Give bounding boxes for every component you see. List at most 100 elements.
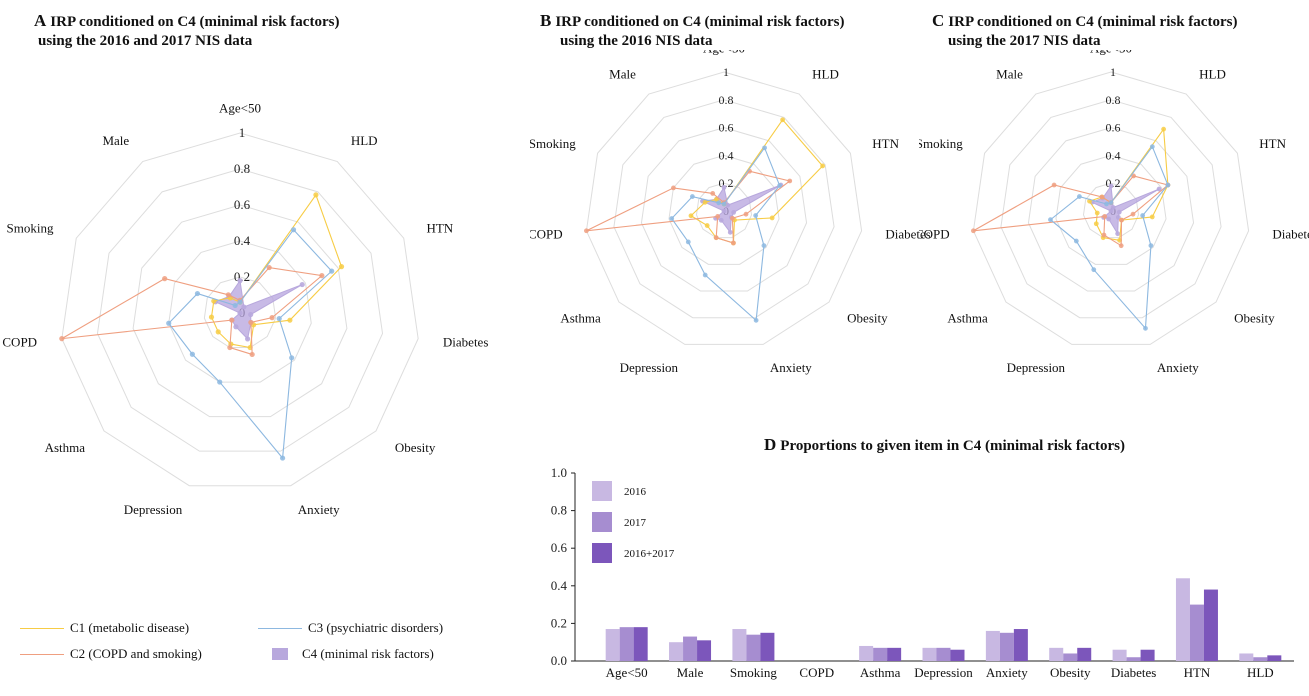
radar-point-c1-copd <box>688 213 694 219</box>
panel-a-title-line2: using the 2016 and 2017 NIS data <box>38 33 253 49</box>
radar-series-c4 <box>212 278 305 342</box>
radar-chart-c: 00.20.40.60.81Age<50HLDHTNDiabetesObesit… <box>919 50 1309 375</box>
radar-point-c4-depression <box>233 324 239 330</box>
radar-point-c3-anxiety <box>279 455 286 461</box>
radar-grid-ring <box>640 127 808 292</box>
radar-point-c1-diabetes <box>1149 214 1155 220</box>
legend-item-c2: C2 (COPD and smoking) <box>20 646 202 662</box>
radar-point-c3-depression <box>1091 267 1097 273</box>
radar-axis-label-diabetes: Diabetes <box>443 335 488 350</box>
radar-point-c2-male <box>710 191 716 196</box>
legend-item-c1: C1 (metabolic disease) <box>20 620 189 636</box>
legend-swatch-c2 <box>20 653 64 655</box>
radar-point-c4-htn <box>1156 186 1162 192</box>
bar-2017-smoking <box>746 634 761 661</box>
radar-point-c1-diabetes <box>287 317 293 323</box>
radar-axis-label-age-lt-50: Age<50 <box>1090 50 1132 56</box>
bar-legend-label-2017: 2017 <box>624 517 647 529</box>
panel-d-title: D Proportions to given item in C4 (minima… <box>764 435 1125 456</box>
x-tick-label-asthma: Asthma <box>860 665 901 680</box>
radar-axis-label-asthma: Asthma <box>947 310 988 325</box>
radar-point-c2-htn <box>787 178 793 184</box>
radar-point-c2-male <box>1099 194 1105 200</box>
bar-2016-age-lt-50 <box>605 629 620 661</box>
radar-point-c3-hld <box>290 227 297 233</box>
radar-point-c3-male <box>1104 201 1109 207</box>
radar-point-c3-htn <box>1165 182 1171 188</box>
radar-line-c3 <box>1049 145 1169 330</box>
y-tick-label: 0.2 <box>551 615 567 630</box>
radar-point-c3-male <box>716 200 722 206</box>
bar-2016-2017-depression <box>950 649 965 661</box>
radar-axis-label-htn: HTN <box>872 136 899 151</box>
radar-point-c4-obesity <box>1115 214 1121 220</box>
radar-point-c2-obesity <box>730 215 735 221</box>
radar-point-c1-asthma <box>704 223 710 228</box>
radar-point-c4-copd <box>721 208 727 214</box>
radar-point-c3-hld <box>762 145 767 151</box>
radar-axis-label-male: Male <box>996 66 1023 81</box>
radar-series-c3 <box>166 227 335 461</box>
panel-c-title-line1: IRP conditioned on C4 (minimal risk fact… <box>948 14 1238 30</box>
legend-label-c4: C4 (minimal risk factors) <box>302 646 434 661</box>
panel-b-title-line1: IRP conditioned on C4 (minimal risk fact… <box>555 14 845 30</box>
bar-2016-2017-htn <box>1203 589 1218 661</box>
radar-point-c3-diabetes <box>1140 213 1146 218</box>
radar-point-c3-asthma <box>1073 238 1079 244</box>
y-tick-label: 1.0 <box>551 465 567 480</box>
bar-2017-male <box>683 636 698 661</box>
bar-2017-htn <box>1189 604 1204 661</box>
legend-swatch-c4 <box>272 648 288 660</box>
y-tick-label: 0.8 <box>551 503 567 518</box>
bar-2016-2017-asthma <box>887 647 902 661</box>
radar-tick-label: 0.6 <box>719 121 734 135</box>
x-tick-label-anxiety: Anxiety <box>986 665 1028 680</box>
radar-axis-label-male: Male <box>609 66 636 81</box>
radar-axis-label-smoking: Smoking <box>7 220 54 235</box>
radar-point-c1-htn <box>338 264 345 270</box>
radar-point-c2-depression <box>1101 232 1107 238</box>
radar-point-c2-asthma <box>715 214 721 219</box>
panel-b-title-line2: using the 2016 NIS data <box>560 33 713 49</box>
radar-axis-label-anxiety: Anxiety <box>1157 360 1199 375</box>
radar-point-c4-depression <box>1106 216 1112 222</box>
radar-area-c4 <box>1090 184 1160 236</box>
radar-grid-ring <box>96 168 384 452</box>
radar-point-c4-anxiety <box>727 229 733 235</box>
radar-point-c2-obesity <box>248 319 254 326</box>
radar-point-c2-hld <box>266 264 272 271</box>
radar-point-c4-copd <box>1108 208 1114 214</box>
radar-point-c3-anxiety <box>753 317 759 323</box>
radar-tick-label: 0.4 <box>234 233 251 248</box>
radar-axis-label-hld: HLD <box>1199 66 1226 81</box>
radar-tick-label: 1 <box>723 65 729 79</box>
bar-2016-obesity <box>1049 647 1064 661</box>
bar-2016-hld <box>1239 653 1254 661</box>
radar-point-c3-age-lt-50 <box>1108 200 1114 206</box>
panel-d-letter: D <box>764 435 777 454</box>
radar-point-c1-asthma <box>1093 221 1099 227</box>
radar-axis-label-depression: Depression <box>620 360 679 375</box>
bar-legend-label-2016-2017: 2016+2017 <box>624 548 675 560</box>
radar-point-c3-smoking <box>689 194 695 199</box>
radar-line-c3 <box>168 228 333 460</box>
bar-2016-asthma <box>859 645 874 661</box>
radar-grid-ring <box>668 154 780 265</box>
x-tick-label-hld: HLD <box>1247 665 1274 680</box>
radar-grid-ring <box>972 71 1250 345</box>
radar-tick-label: 0.8 <box>1106 93 1121 107</box>
radar-axis-label-asthma: Asthma <box>45 440 86 455</box>
radar-point-c1-smoking <box>211 298 217 304</box>
radar-axis-label-age-lt-50: Age<50 <box>219 101 261 116</box>
radar-point-c3-smoking <box>194 290 201 297</box>
radar-point-c3-htn <box>329 268 335 274</box>
legend-item-c3: C3 (psychiatric disorders) <box>258 620 443 636</box>
radar-point-c2-anxiety <box>1118 243 1124 249</box>
radar-point-c1-hld <box>1161 126 1167 132</box>
legend-item-c4: C4 (minimal risk factors) <box>258 646 434 662</box>
radar-grid-ring <box>1000 99 1222 319</box>
radar-point-c4-htn <box>299 281 305 288</box>
radar-point-c4-anxiety <box>1115 231 1121 237</box>
radar-tick-label: 0.6 <box>1106 121 1121 135</box>
bar-2017-depression <box>936 647 951 661</box>
